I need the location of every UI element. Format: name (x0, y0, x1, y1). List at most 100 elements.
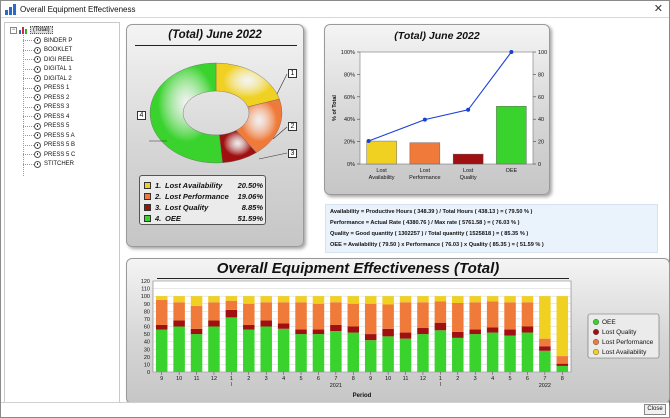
trend-x-tick-label: 6 (526, 376, 529, 382)
trend-bar-lost-quality (260, 320, 272, 327)
pareto-left-tick-label: 80% (344, 72, 355, 78)
availability-formula: Availability = Productive Hours ( 348.39… (330, 209, 533, 215)
legend-label: Lost Quality (165, 202, 209, 212)
tree-item[interactable]: STITCHER (23, 160, 74, 169)
legend-pct: 20.50% (237, 180, 263, 190)
trend-bar-lost-availability (295, 296, 307, 303)
trend-bar-lost-availability (173, 296, 185, 303)
tree-item[interactable]: PRESS 5 C (23, 150, 75, 159)
tree-item[interactable]: PRESS 5 A (23, 131, 75, 140)
tree-item[interactable]: PRESS 2 (23, 93, 69, 102)
clock-icon (34, 94, 41, 101)
tree-item-label[interactable]: PRESS 4 (44, 113, 70, 120)
trend-bar-lost-performance (295, 302, 307, 330)
close-icon[interactable]: ✕ (653, 3, 663, 15)
pareto-category-label: OEE (506, 168, 518, 174)
trend-bar-lost-performance (539, 338, 551, 347)
tree-item[interactable]: PRESS 5 (23, 122, 69, 131)
trend-bar-lost-performance (399, 302, 412, 333)
tree-item-label[interactable]: BOOKLET (44, 47, 73, 53)
tree-item-label[interactable]: PRESS 5 B (44, 142, 76, 148)
window-title: Overall Equipment Effectiveness (20, 4, 136, 14)
trend-bar-oee (173, 326, 185, 372)
tree-root-label[interactable]: (Total) (30, 26, 53, 34)
clock-icon (34, 103, 41, 111)
trend-bar-lost-availability (225, 296, 238, 301)
legend-row-lost-availability: 1. Lost Availability 20.50% (144, 180, 263, 190)
trend-bar-lost-quality (469, 329, 481, 335)
trend-bar-lost-performance (521, 302, 534, 327)
tree-item-label[interactable]: DIGITAL 2 (44, 75, 72, 82)
trend-x-axis-label: Period (353, 393, 372, 399)
tree-connector-line (23, 87, 34, 89)
tree-item-label[interactable]: DIGI REEL (44, 56, 74, 63)
tree-item-label[interactable]: PRESS 3 (44, 104, 70, 110)
tree-item[interactable]: DIGITAL 1 (23, 65, 72, 74)
trend-bar-lost-availability (155, 296, 168, 300)
trend-bar-lost-availability (347, 296, 360, 304)
trend-panel: Overall Equipment Effectiveness (Total) … (126, 258, 670, 404)
trend-bar-lost-performance (312, 303, 325, 330)
pareto-cumulative-point (366, 139, 371, 144)
trend-bar-lost-quality (556, 363, 569, 366)
legend-num: 3. (155, 202, 162, 212)
trend-bar-oee (521, 332, 534, 372)
trend-bar-oee (347, 332, 360, 372)
tree-item[interactable]: DIGITAL 2 (23, 74, 72, 83)
tree-item[interactable]: PRESS 3 (23, 103, 69, 112)
tree-item-label[interactable]: PRESS 2 (44, 94, 70, 101)
trend-bar-oee (469, 334, 481, 372)
trend-bar-lost-performance (260, 302, 272, 321)
trend-bar-oee (539, 350, 551, 372)
trend-bar-lost-performance (173, 302, 185, 321)
clock-icon (34, 84, 41, 92)
legend-pct: 19.06% (237, 191, 263, 201)
trend-bar-lost-quality (364, 334, 377, 341)
collapse-icon[interactable]: − (10, 26, 17, 34)
clock-icon (34, 65, 41, 73)
trend-bar-oee (208, 326, 220, 372)
callout-leader-1 (276, 73, 288, 95)
tree-item-label[interactable]: PRESS 5 C (44, 151, 76, 158)
pareto-category-label: Availability (369, 175, 395, 181)
trend-bar-lost-quality (295, 329, 307, 335)
clock-icon (34, 46, 41, 54)
tree-item[interactable]: PRESS 4 (23, 112, 69, 121)
tree-item[interactable]: DIGI REEL (23, 55, 74, 64)
tree-item[interactable]: BINDER P (23, 36, 72, 45)
trend-bar-lost-availability (417, 296, 429, 303)
trend-x-tick-label: 7 (334, 376, 337, 382)
tree-connector-line (23, 78, 34, 79)
tree-item-label[interactable]: PRESS 5 (44, 123, 70, 129)
trend-bar-lost-availability (277, 296, 290, 303)
tree-item-label[interactable]: STITCHER (44, 161, 74, 167)
tree-item-label[interactable]: PRESS 1 (44, 85, 70, 91)
pareto-left-tick-label: 20% (344, 140, 355, 146)
legend-label: Lost Availability (165, 180, 223, 190)
trend-x-tick-label: 3 (265, 376, 268, 382)
trend-bar-lost-quality (486, 327, 499, 333)
trend-bar-lost-availability (521, 296, 534, 303)
tree-connector-line (23, 59, 34, 60)
pareto-bar (366, 140, 397, 165)
trend-bar-lost-performance (208, 302, 220, 321)
pareto-cumulative-point (422, 117, 427, 122)
tree-item-label[interactable]: BINDER P (44, 37, 73, 44)
tree-item-label[interactable]: PRESS 5 A (44, 132, 75, 139)
trend-legend-marker (593, 328, 600, 335)
tree-item[interactable]: PRESS 5 B (23, 141, 75, 150)
trend-x-tick-label: 4 (491, 376, 494, 382)
donut-slice-lost-availability (215, 62, 280, 108)
tree-item[interactable]: BOOKLET (23, 46, 72, 55)
trend-x-tick-label: 2 (247, 376, 250, 382)
chart-folder-icon (19, 26, 28, 34)
bar-chart-icon (5, 3, 16, 15)
close-button[interactable]: Close (644, 404, 666, 415)
legend-swatch (144, 214, 151, 222)
tree-root[interactable]: − (Total) (10, 25, 53, 35)
trend-bar-lost-performance (190, 306, 203, 329)
tree-item-label[interactable]: DIGITAL 1 (44, 66, 72, 72)
tree-item[interactable]: PRESS 1 (23, 84, 69, 93)
trend-bar-lost-availability (504, 296, 516, 303)
trend-bar-lost-availability (312, 296, 325, 304)
